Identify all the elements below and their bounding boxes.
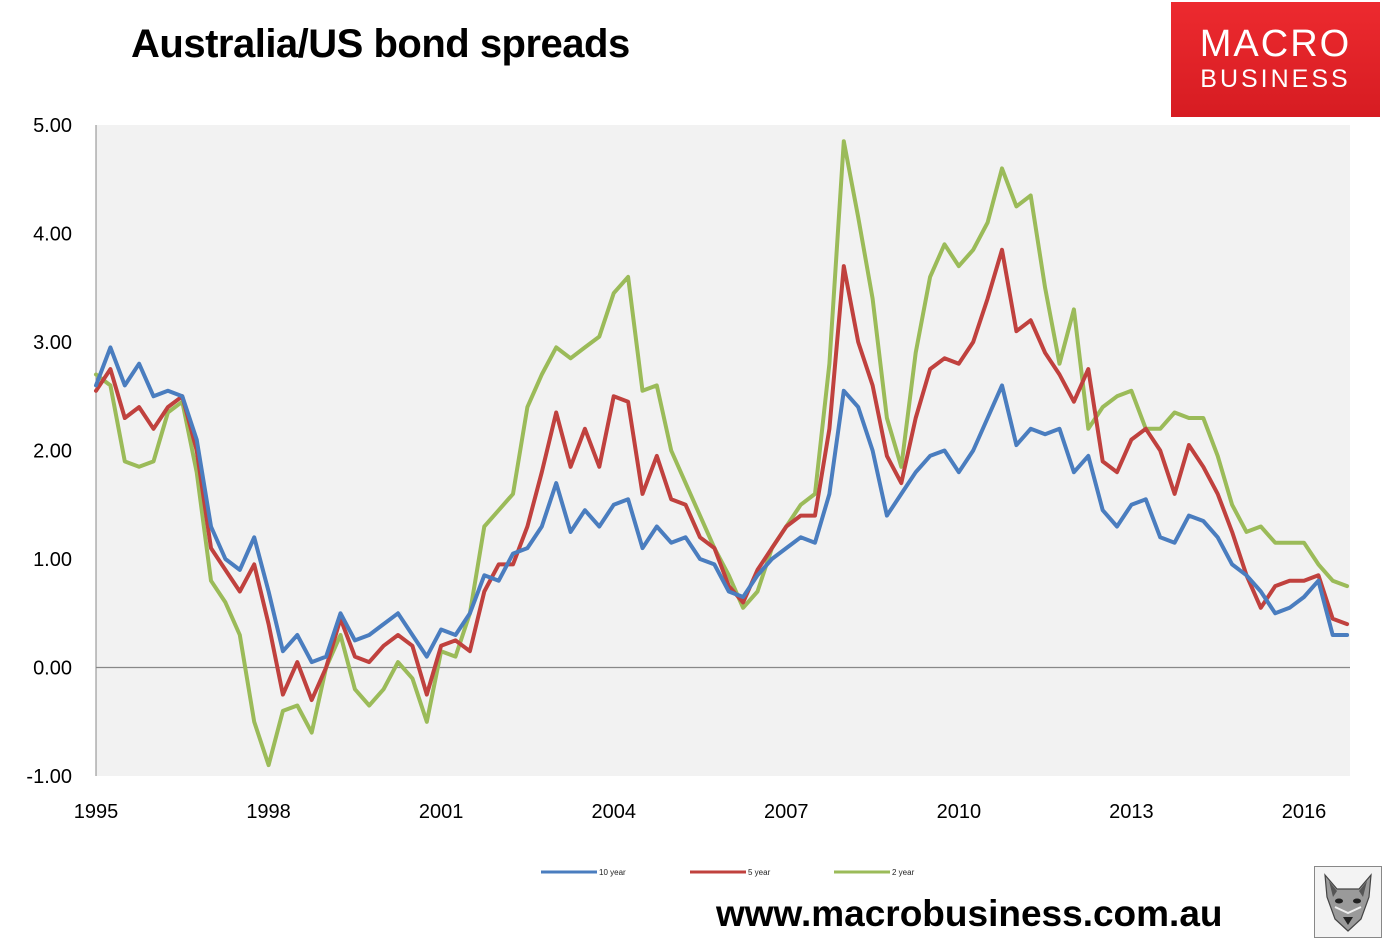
legend: 10 year 5 year 2 year [541,868,915,877]
x-tick-label: 2004 [591,801,636,823]
logo-line-1: MACRO [1199,23,1352,65]
x-tick-label: 2013 [1109,801,1154,823]
macrobusiness-logo: MACRO BUSINESS [1171,2,1380,117]
series-line-10-year [94,345,1350,665]
x-tick-label: 1998 [246,801,291,823]
legend-label: 2 year [892,868,915,877]
chart-title: Australia/US bond spreads [131,22,630,66]
x-tick-label: 2001 [419,801,464,823]
y-tick-label: -1.00 [26,766,72,788]
legend-label: 10 year [599,868,626,877]
y-tick-label: 2.00 [33,441,72,463]
y-tick-label: 0.00 [33,658,72,680]
y-tick-label: 3.00 [33,332,72,354]
y-tick-label: 4.00 [33,224,72,246]
y-tick-label: 5.00 [33,115,72,137]
y-tick-label: 1.00 [33,549,72,571]
axis-ticks: -1.00 0.00 1.00 2.00 3.00 4.00 5.00 1995 1998 200… [26,115,1326,823]
fox-mascot-image [1314,866,1382,938]
plot-area [95,125,1350,776]
series-line-5-year [94,247,1350,702]
x-tick-label: 2010 [937,801,982,823]
x-tick-label: 2007 [764,801,809,823]
series-lines [94,139,1350,768]
logo-line-2: BUSINESS [1200,65,1351,93]
legend-label: 5 year [748,868,771,877]
website-url: www.macrobusiness.com.au [716,893,1223,934]
x-tick-label: 1995 [74,801,119,823]
x-tick-label: 2016 [1282,801,1327,823]
